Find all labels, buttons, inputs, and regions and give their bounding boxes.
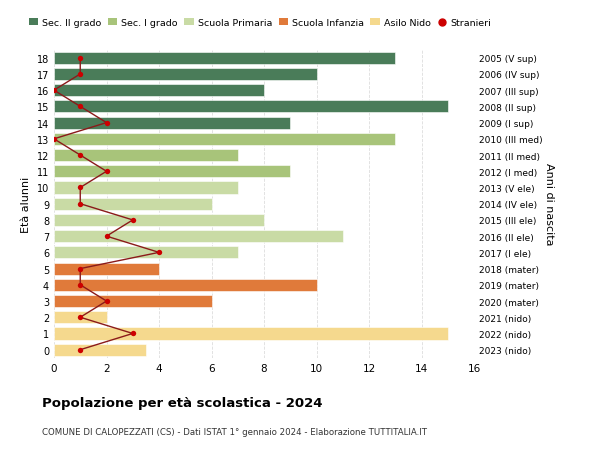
Bar [54,263,159,275]
Point [76,185,85,192]
Bar [54,295,212,308]
Bar [54,344,146,356]
Text: Popolazione per età scolastica - 2024: Popolazione per età scolastica - 2024 [42,396,323,409]
Bar [54,117,290,129]
Bar [54,312,107,324]
Point [76,71,85,78]
Point [76,55,85,62]
Y-axis label: Anni di nascita: Anni di nascita [544,163,554,246]
Bar [54,198,212,210]
Text: COMUNE DI CALOPEZZATI (CS) - Dati ISTAT 1° gennaio 2024 - Elaborazione TUTTITALI: COMUNE DI CALOPEZZATI (CS) - Dati ISTAT … [42,427,427,436]
Bar [54,166,290,178]
Bar [54,85,264,97]
Bar [54,230,343,243]
Point [128,330,137,337]
Point [76,314,85,321]
Point [49,136,59,143]
Bar [54,247,238,259]
Bar [54,279,317,291]
Bar [54,182,238,194]
Bar [54,101,448,113]
Bar [54,134,395,146]
Bar [54,52,395,65]
Point [128,217,137,224]
Y-axis label: Età alunni: Età alunni [21,176,31,232]
Point [102,298,112,305]
Point [76,281,85,289]
Legend: Sec. II grado, Sec. I grado, Scuola Primaria, Scuola Infanzia, Asilo Nido, Stran: Sec. II grado, Sec. I grado, Scuola Prim… [25,15,495,32]
Point [102,120,112,127]
Point [76,103,85,111]
Point [49,87,59,95]
Bar [54,150,238,162]
Bar [54,214,264,226]
Point [76,346,85,353]
Bar [54,69,317,81]
Point [76,152,85,159]
Point [76,265,85,273]
Point [154,249,164,257]
Point [102,168,112,175]
Point [76,201,85,208]
Point [102,233,112,241]
Bar [54,328,448,340]
